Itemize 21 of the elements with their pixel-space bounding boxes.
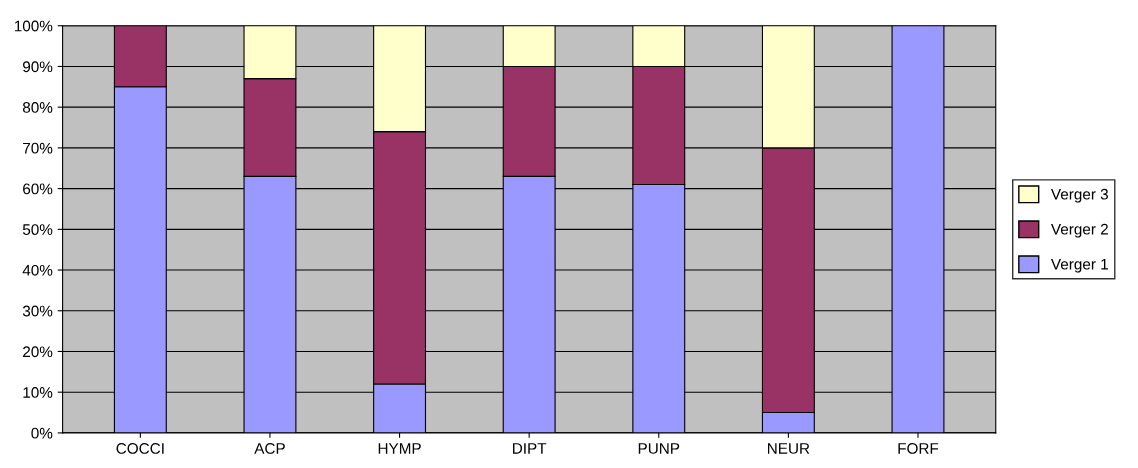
y-tick-label: 80% — [22, 102, 53, 113]
x-tick-label: PUNP — [638, 443, 680, 454]
legend-label: Verger 3 — [1050, 188, 1108, 203]
x-tick-label: FORF — [898, 443, 939, 454]
x-tick-label: HYMP — [378, 443, 421, 454]
legend-label: Verger 2 — [1050, 223, 1108, 238]
y-tick-label: 60% — [23, 183, 53, 195]
x-tick-label: COCCI — [116, 443, 164, 454]
x-tick-label: DIPT — [513, 443, 547, 454]
y-tick-label: 50% — [22, 224, 53, 236]
x-tick-label: ACP — [254, 443, 285, 454]
y-tick-label: 10% — [23, 387, 53, 398]
y-tick-label: 30% — [22, 305, 53, 317]
y-tick-label: 20% — [23, 346, 53, 358]
y-tick-label: 70% — [23, 142, 53, 154]
y-tick-label: 90% — [23, 61, 53, 73]
legend-label: Verger 1 — [1050, 258, 1108, 273]
y-tick-label: 40% — [22, 264, 53, 276]
y-tick-label: 100% — [14, 20, 53, 32]
y-tick-label: 0% — [31, 427, 53, 439]
x-tick-label: NEUR — [767, 443, 810, 454]
